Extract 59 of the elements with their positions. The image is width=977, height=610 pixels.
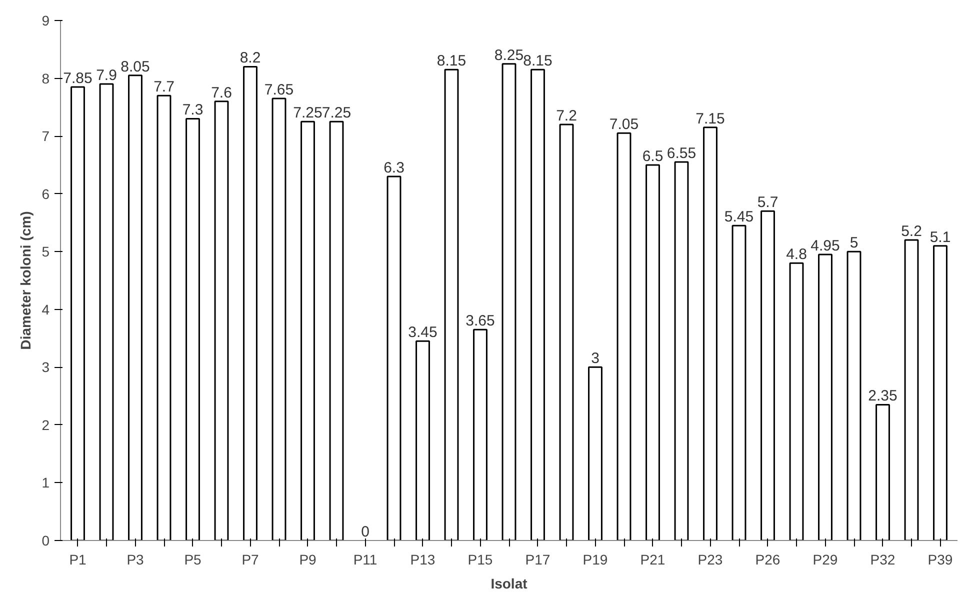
data-label: 7.25	[293, 104, 322, 122]
x-tick-label: P17	[525, 552, 550, 568]
data-label: 3	[591, 350, 600, 368]
y-tick-label: 6	[42, 186, 50, 202]
data-label: 8.2	[240, 50, 261, 67]
data-label: 7.25	[322, 104, 352, 122]
data-label: 7.9	[96, 67, 117, 84]
data-label: 7.15	[696, 110, 725, 128]
y-tick-label: 9	[42, 12, 50, 28]
y-tick-label: 5	[42, 244, 50, 260]
data-label: 2.35	[868, 388, 898, 405]
x-tick-label: P26	[755, 552, 780, 568]
data-label: 7.65	[264, 82, 294, 98]
data-label: 7.05	[609, 116, 639, 134]
data-label: 7.3	[182, 102, 204, 119]
data-label: 4.95	[810, 238, 840, 254]
data-label: 5.1	[930, 228, 951, 246]
y-tick-label: 2	[42, 416, 50, 433]
x-tick-label: P7	[242, 552, 260, 568]
x-tick-label: P5	[184, 552, 202, 568]
data-label: 3.45	[408, 324, 438, 342]
x-tick-label: P23	[698, 552, 723, 568]
x-axis-title: Isolat	[490, 576, 528, 592]
x-tick-label: P3	[126, 552, 144, 568]
y-tick-label: 4	[42, 301, 50, 318]
y-tick-label: 3	[42, 359, 50, 376]
data-label: 8.15	[523, 52, 552, 70]
y-tick-label: 0	[42, 532, 50, 548]
data-label: 8.15	[436, 52, 466, 70]
data-label: 5.7	[757, 194, 778, 212]
data-label: 4.8	[786, 246, 807, 264]
data-label: 7.85	[63, 70, 92, 87]
y-axis-title: Diameter koloni (cm)	[18, 211, 34, 350]
data-label: 6.55	[666, 145, 696, 162]
x-tick-label: P11	[353, 552, 378, 568]
data-label: 8.25	[494, 46, 524, 64]
data-label: 0	[361, 524, 370, 540]
data-label: 6.5	[642, 148, 664, 165]
data-label: 7.6	[211, 84, 232, 102]
data-label: 3.65	[466, 312, 495, 330]
x-tick-label: P13	[410, 552, 436, 568]
data-label: 8.05	[120, 58, 150, 76]
x-tick-label: P39	[928, 552, 953, 568]
data-label: 7.7	[154, 78, 174, 96]
x-tick-label: P9	[299, 552, 317, 568]
data-label: 5.2	[901, 223, 922, 240]
data-label: 5.45	[724, 208, 754, 226]
y-tick-label: 8	[42, 70, 50, 86]
data-label: 6.3	[384, 160, 404, 176]
data-label: 7.2	[556, 108, 577, 124]
x-tick-label: P1	[69, 552, 87, 568]
data-label: 5	[850, 234, 858, 252]
y-tick-label: 1	[42, 474, 50, 491]
x-tick-label: P32	[870, 552, 896, 568]
y-tick-label: 7	[42, 128, 50, 144]
x-tick-label: P21	[640, 552, 666, 568]
x-tick-label: P15	[468, 552, 493, 568]
x-tick-label: P19	[582, 552, 608, 568]
x-tick-label: P29	[812, 552, 838, 568]
